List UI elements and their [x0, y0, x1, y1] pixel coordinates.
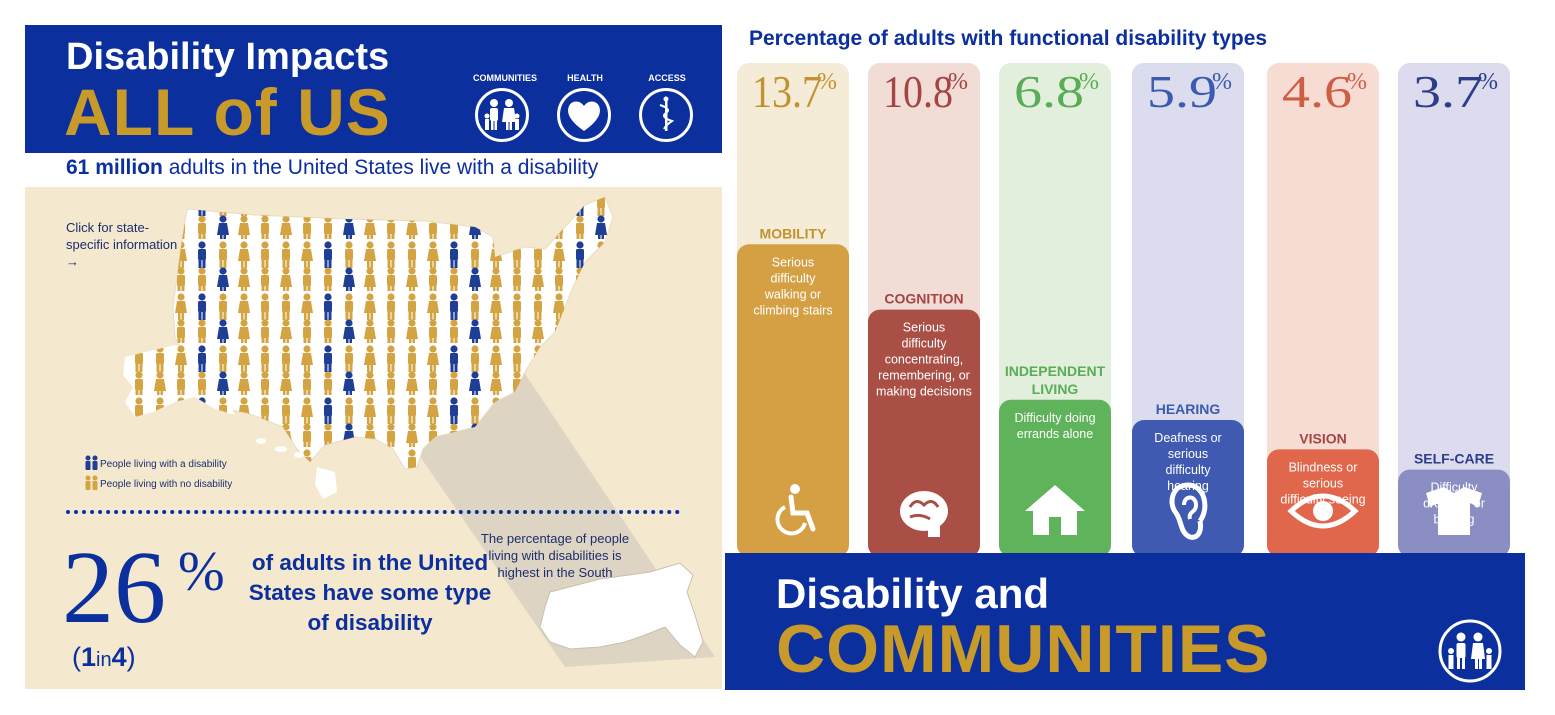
click-for-state-info-link[interactable]: Click for state-specific information →: [66, 220, 178, 269]
category-label-independent-living: LIVING: [1032, 381, 1079, 397]
unit-label-hearing: %: [1212, 69, 1232, 95]
one-number: 1: [81, 642, 97, 672]
bar-cognition: [868, 309, 980, 555]
south-region-inset[interactable]: [539, 562, 704, 658]
four-number: 4: [111, 642, 127, 672]
category-label-independent-living: INDEPENDENT: [1005, 363, 1106, 379]
adults-stat: 61 million adults in the United States l…: [66, 156, 598, 180]
access-label: ACCESS: [648, 73, 686, 83]
category-label-self-care: SELF-CARE: [1414, 451, 1494, 467]
stat-bar: [25, 153, 722, 187]
description-cognition: making decisions: [876, 385, 972, 399]
legend-label-no-disability: People living with no disability: [100, 479, 233, 490]
house-icon: [1025, 485, 1085, 535]
stat-number: 61 million: [66, 156, 163, 179]
value-label-cognition: 10.8: [883, 66, 953, 117]
unit-label-mobility: %: [817, 69, 837, 95]
category-label-cognition: COGNITION: [884, 291, 963, 307]
category-label-hearing: HEARING: [1156, 401, 1221, 417]
category-label-vision: VISION: [1299, 430, 1346, 446]
bottom-title-line1: Disability and: [776, 570, 1050, 617]
communities-label: COMMUNITIES: [473, 73, 537, 83]
people-pictogram-fill: [173, 197, 613, 469]
description-mobility: climbing stairs: [753, 303, 832, 317]
south-caption: The percentage of people living with dis…: [480, 531, 630, 580]
chart-title: Percentage of adults with functional dis…: [749, 27, 1268, 50]
ear-icon: [1169, 482, 1208, 540]
legend-no-disability-icon: [85, 475, 98, 490]
description-vision: serious: [1303, 476, 1343, 490]
description-independent-living: Difficulty doing: [1014, 411, 1095, 425]
bottom-band: [725, 553, 1525, 690]
description-independent-living: errands alone: [1017, 427, 1093, 441]
bar-hearing: [1132, 420, 1244, 555]
in-word: in: [96, 649, 112, 671]
legend-disability-icon: [85, 455, 98, 470]
big-percent-sign: %: [178, 541, 225, 603]
legend-label-disability: People living with a disability: [100, 459, 227, 470]
heart-icon: [557, 88, 611, 142]
description-cognition: Serious: [903, 321, 945, 335]
value-label-vision: 4.6: [1282, 66, 1352, 117]
us-map[interactable]: [25, 187, 722, 689]
description-hearing: difficulty: [1166, 463, 1212, 477]
description-cognition: concentrating,: [885, 353, 964, 367]
brain-icon: [900, 491, 948, 537]
alaska-fill: [123, 345, 235, 417]
family-icon: [475, 88, 529, 142]
value-label-mobility: 13.7: [752, 66, 822, 117]
value-label-independent-living: 6.8: [1014, 66, 1084, 117]
left-header-band: [25, 25, 722, 153]
bottom-title-line2: COMMUNITIES: [776, 611, 1271, 687]
description-hearing: Deafness or: [1154, 431, 1221, 445]
category-label-mobility: MOBILITY: [760, 225, 828, 241]
description-hearing: serious: [1168, 447, 1208, 461]
health-label: HEALTH: [567, 73, 603, 83]
stat-text: adults in the United States live with a …: [162, 156, 599, 179]
hawaii-shape: [256, 438, 337, 499]
description-mobility: difficulty: [771, 271, 817, 285]
unit-label-cognition: %: [948, 69, 968, 95]
description-mobility: Serious: [772, 255, 814, 269]
description-vision: Blindness or: [1289, 460, 1358, 474]
column-bg-self-care: [1398, 63, 1510, 555]
caduceus-icon: [639, 88, 693, 142]
eye-icon: [1287, 493, 1359, 529]
value-label-hearing: 5.9: [1147, 66, 1217, 117]
description-cognition: difficulty: [902, 337, 948, 351]
adults-caption: of adults in the United States have some…: [248, 550, 492, 635]
unit-label-independent-living: %: [1079, 69, 1099, 95]
headline-line1: Disability Impacts: [66, 36, 390, 78]
wheelchair-icon: [775, 484, 816, 536]
one-in-four: (1in4): [72, 642, 136, 672]
unit-label-vision: %: [1347, 69, 1367, 95]
headline-line2: ALL of US: [64, 75, 391, 149]
shirt-icon: [1426, 487, 1482, 535]
value-label-self-care: 3.7: [1413, 66, 1483, 117]
family-icon: [1437, 618, 1503, 684]
column-bg-vision: [1267, 63, 1379, 555]
disability-types-chart: 13.7% MOBILITY Serious difficulty walking or…: [737, 63, 1510, 555]
description-mobility: walking or: [764, 287, 821, 301]
description-cognition: remembering, or: [878, 369, 970, 383]
dotted-divider: [66, 510, 680, 514]
unit-label-self-care: %: [1478, 69, 1498, 95]
bar-independent-living: [999, 399, 1111, 555]
bar-mobility: [737, 244, 849, 555]
big-percent-number: 26: [62, 530, 166, 645]
